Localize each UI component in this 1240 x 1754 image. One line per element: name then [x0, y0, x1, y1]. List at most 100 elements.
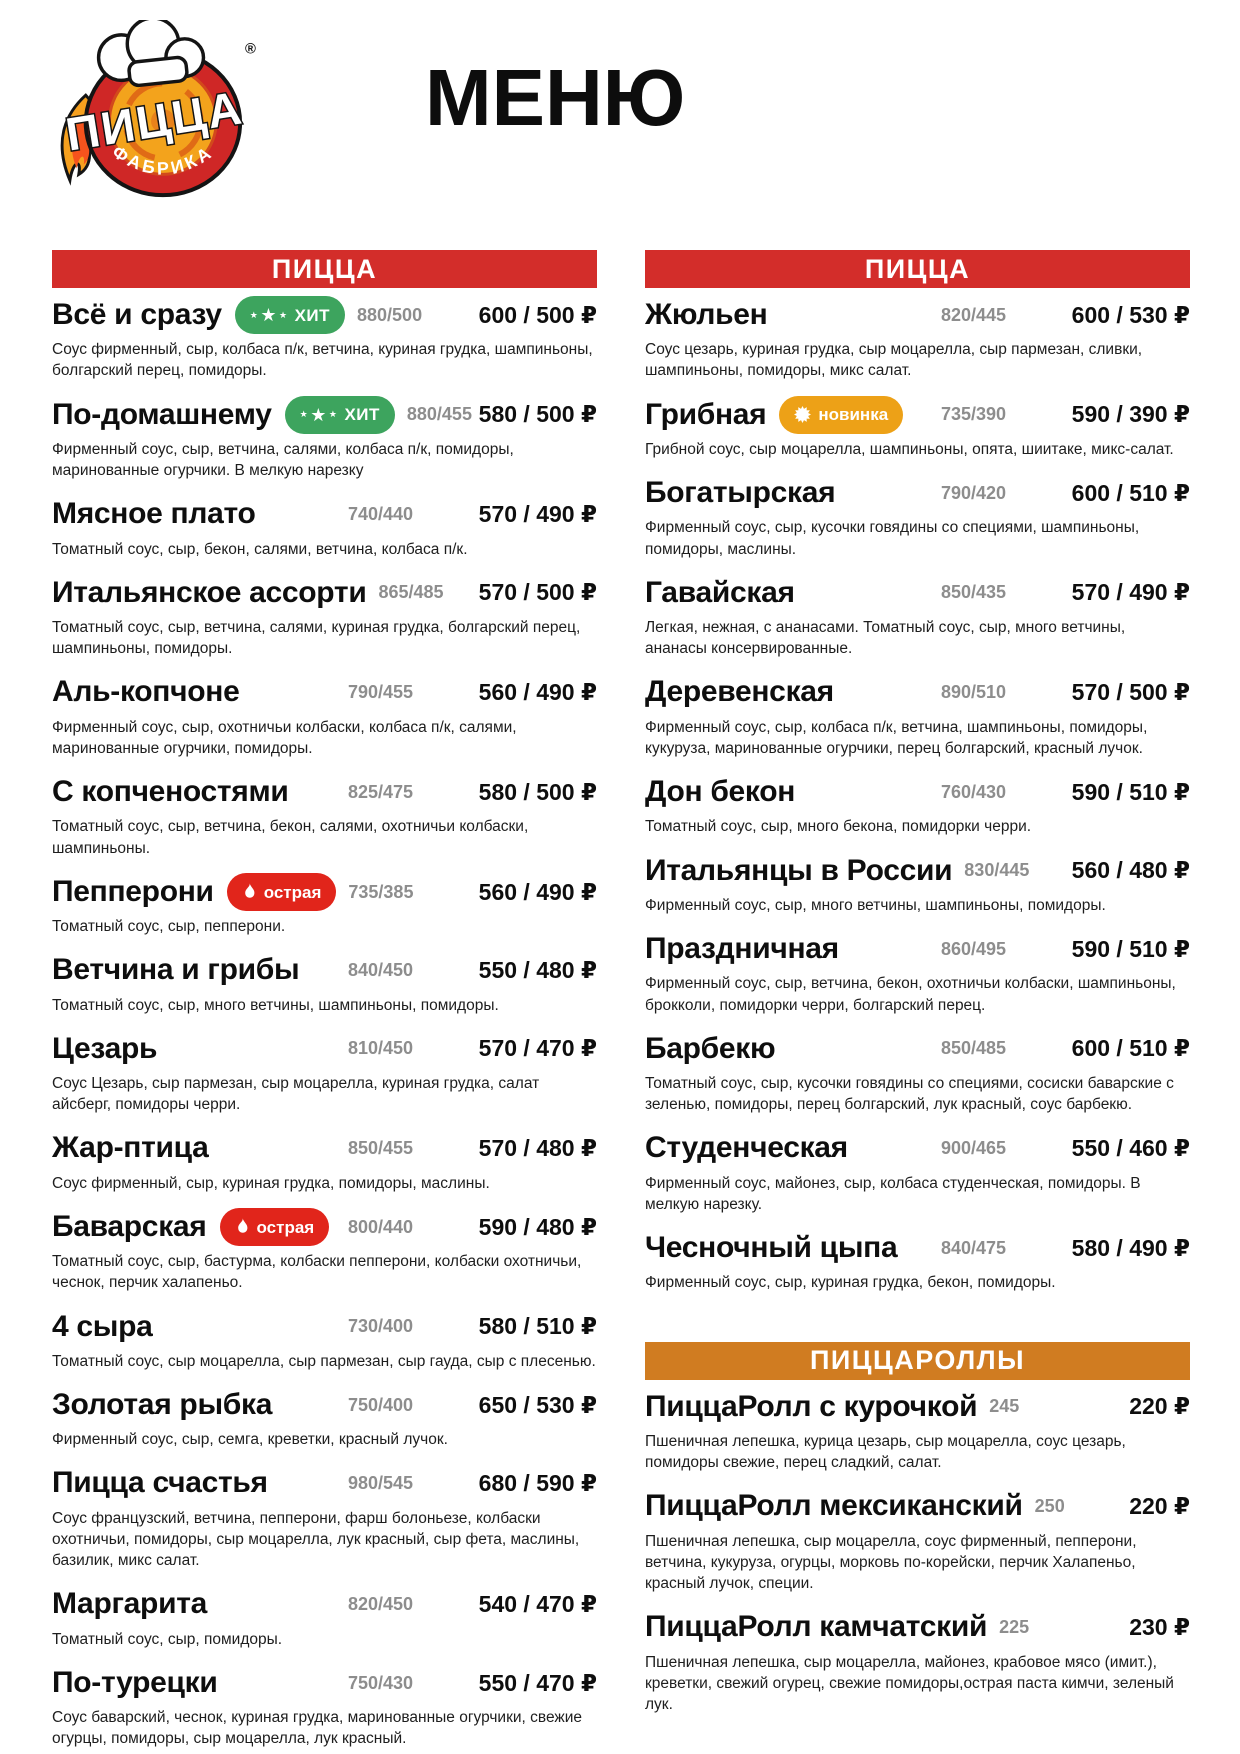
menu-item-name: Цезарь: [52, 1031, 158, 1065]
menu-item-weight: 790/455: [348, 682, 414, 703]
menu-item-weight: 730/400: [348, 1316, 414, 1337]
menu-item-row: Барбекю 850/485 600 / 510 ₽: [645, 1030, 1190, 1068]
menu-item-description: Фирменный соус, сыр, кусочки говядины со…: [645, 519, 1140, 558]
menu-item-row: Гавайская 850/435 570 / 490 ₽: [645, 574, 1190, 612]
menu-item-name: Грибная: [645, 397, 767, 431]
flame-icon: [244, 883, 255, 898]
menu-item-name-wrap: Чесночный цыпа: [645, 1231, 941, 1265]
menu-item-description: Фирменный соус, сыр, семга, креветки, кр…: [52, 1431, 448, 1449]
menu-item-row: Пепперони острая 735/385 560 / 490 ₽: [52, 873, 597, 912]
badge-new: новинка: [779, 395, 904, 434]
menu-item-description: Томатный соус, сыр, пепперони.: [52, 918, 286, 936]
menu-item-name-wrap: Пепперони острая: [52, 873, 348, 912]
menu-item-name-wrap: Мясное плато: [52, 497, 348, 531]
menu-item-description: Пшеничная лепешка, сыр моцарелла, соус ф…: [645, 1532, 1137, 1593]
menu-item: ПиццаРолл с курочкой 245 220 ₽ Пшеничная ле…: [645, 1388, 1190, 1474]
menu-item: ПиццаРолл мексиканский 250 220 ₽ Пшеничная …: [645, 1488, 1190, 1595]
menu-item-description: Фирменный соус, сыр, ветчина, салями, ко…: [52, 440, 514, 480]
menu-item-name: Чесночный цыпа: [645, 1231, 898, 1265]
menu-item-name: Маргарита: [52, 1587, 207, 1621]
menu-item-row: По-домашнему ★ ★ ★ ХИТ 880/455 580 / 500 ₽: [52, 395, 597, 434]
menu-item-name: По-турецки: [52, 1665, 218, 1699]
menu-item-name-wrap: Итальянцы в России: [645, 854, 964, 887]
menu-item-name-wrap: Барбекю: [645, 1031, 941, 1065]
menu-item-name-wrap: С копченостями: [52, 775, 348, 808]
menu-item: Чесночный цыпа 840/475 580 / 490 ₽ Фирменны…: [645, 1229, 1190, 1293]
menu-item: Ветчина и грибы 840/450 550 / 480 ₽ Томатны…: [52, 952, 597, 1016]
menu-item-name-wrap: Студенческая: [645, 1132, 941, 1165]
menu-item-weight: 850/455: [348, 1138, 414, 1159]
menu-item-price: 560 / 490 ₽: [478, 878, 597, 905]
menu-item: Богатырская 790/420 600 / 510 ₽ Фирменный с…: [645, 474, 1190, 560]
menu-item-row: Праздничная 860/495 590 / 510 ₽: [645, 930, 1190, 968]
menu-item-name-wrap: Баварская острая: [52, 1208, 348, 1246]
brand-logo: ПИЦЦА ФАБРИКА ®: [50, 16, 260, 210]
menu-item: ПиццаРолл камчатский 225 230 ₽ Пшеничная ле…: [645, 1609, 1190, 1716]
menu-item-weight: 825/475: [348, 781, 414, 802]
menu-item-price: 600 / 530 ₽: [1071, 301, 1190, 328]
menu-item-weight: 880/500: [357, 304, 423, 325]
badge-label: ХИТ: [294, 305, 331, 325]
menu-item-name: Пицца счастья: [52, 1466, 268, 1500]
menu-item: Праздничная 860/495 590 / 510 ₽ Фирменный с…: [645, 930, 1190, 1016]
menu-item-name-wrap: Грибная новинка: [645, 395, 941, 434]
menu-item-weight: 840/475: [941, 1237, 1007, 1258]
menu-item-name: Барбекю: [645, 1031, 776, 1065]
menu-item-name-wrap: Ветчина и грибы: [52, 953, 348, 986]
menu-item: По-домашнему ★ ★ ★ ХИТ 880/455 580 / 500 ₽ Фирм…: [52, 395, 597, 482]
menu-item-row: Деревенская 890/510 570 / 500 ₽: [645, 674, 1190, 712]
menu-item: По-турецки 750/430 550 / 470 ₽ Соус баварск…: [52, 1664, 597, 1750]
menu-item-price: 220 ₽: [1129, 1393, 1190, 1420]
menu-item-name: ПиццаРолл с курочкой: [645, 1389, 978, 1423]
menu-item-name-wrap: Всё и сразу ★ ★ ★ ХИТ: [52, 296, 357, 334]
menu-item-row: Мясное плато 740/440 570 / 490 ₽: [52, 496, 597, 534]
badge-hit: ★ ★ ★ ХИТ: [284, 395, 395, 434]
menu-item-name-wrap: По-домашнему ★ ★ ★ ХИТ: [52, 395, 407, 434]
menu-item: Баварская острая 800/440 590 / 480 ₽ Томатны…: [52, 1208, 597, 1294]
menu-item-name-wrap: Аль-копчоне: [52, 676, 348, 709]
menu-item-name: Дон бекон: [645, 775, 796, 809]
menu-item: Пицца счастья 980/545 680 / 590 ₽ Соус фран…: [52, 1465, 597, 1572]
menu-item-weight: 760/430: [941, 781, 1007, 802]
menu-item-description: Фирменный соус, майонез, сыр, колбаса ст…: [645, 1174, 1141, 1213]
menu-item-weight: 735/385: [348, 881, 414, 902]
menu-item-description: Фирменный соус, сыр, колбаса п/к, ветчин…: [645, 718, 1148, 757]
menu-item: Студенческая 900/465 550 / 460 ₽ Фирменный …: [645, 1130, 1190, 1216]
menu-item-price: 580 / 490 ₽: [1071, 1234, 1190, 1261]
menu-item-description: Грибной соус, сыр моцарелла, шампиньоны,…: [645, 440, 1174, 458]
menu-item-description: Фирменный соус, сыр, много ветчины, шамп…: [645, 896, 1106, 914]
section-header: ПИЦЦАРОЛЛЫ: [645, 1341, 1190, 1380]
menu-item-price: 590 / 510 ₽: [1071, 935, 1190, 962]
menu-item-price: 540 / 470 ₽: [478, 1591, 597, 1618]
menu-item-description: Фирменный соус, сыр, ветчина, бекон, охо…: [645, 975, 1176, 1014]
menu-item: Грибная новинка 735/390 590 / 390 ₽ Грибной …: [645, 395, 1190, 460]
menu-item-row: Итальянское ассорти 865/485 570 / 500 ₽: [52, 574, 597, 612]
badge-label: новинка: [818, 405, 889, 425]
menu-item-weight: 225: [999, 1617, 1030, 1638]
menu-item-row: С копченостями 825/475 580 / 500 ₽: [52, 773, 597, 811]
menu-item-weight: 750/430: [348, 1672, 414, 1693]
menu-item-weight: 980/545: [348, 1473, 414, 1493]
menu-item-weight: 245: [989, 1396, 1020, 1417]
menu-item: Цезарь 810/450 570 / 470 ₽ Соус Цезарь, сыр…: [52, 1030, 597, 1116]
menu-item-price: 580 / 500 ₽: [478, 778, 597, 805]
menu-item-name-wrap: Дон бекон: [645, 775, 941, 809]
menu-item: Золотая рыбка 750/400 650 / 530 ₽ Фирменный…: [52, 1386, 597, 1450]
menu-item-name: Мясное плато: [52, 497, 256, 531]
menu-item: Всё и сразу ★ ★ ★ ХИТ 880/500 600 / 500 ₽ Соус …: [52, 296, 597, 382]
menu-item-description: Томатный соус, сыр, много ветчины, шампи…: [52, 996, 499, 1014]
menu-item-name-wrap: Маргарита: [52, 1587, 348, 1621]
menu-item-description: Томатный соус, сыр, бастурма, колбаски п…: [52, 1253, 582, 1292]
menu-item-row: Пицца счастья 980/545 680 / 590 ₽: [52, 1465, 597, 1503]
menu-item: Маргарита 820/450 540 / 470 ₽ Томатный соус…: [52, 1586, 597, 1650]
menu-item-name: Праздничная: [645, 931, 839, 965]
menu-item-name: По-домашнему: [52, 397, 272, 431]
menu-item-price: 570 / 500 ₽: [1071, 679, 1190, 706]
menu-item-name-wrap: Пицца счастья: [52, 1466, 348, 1500]
menu-item-description: Соус баварский, чеснок, куриная грудка, …: [52, 1709, 583, 1748]
menu-item-weight: 250: [1034, 1496, 1065, 1516]
menu-item-row: По-турецки 750/430 550 / 470 ₽: [52, 1664, 597, 1702]
hit-stars-icon: ★ ★ ★: [249, 305, 288, 325]
menu-item-name-wrap: ПиццаРолл мексиканский: [645, 1489, 1035, 1522]
menu-item-name-wrap: Праздничная: [645, 931, 941, 965]
